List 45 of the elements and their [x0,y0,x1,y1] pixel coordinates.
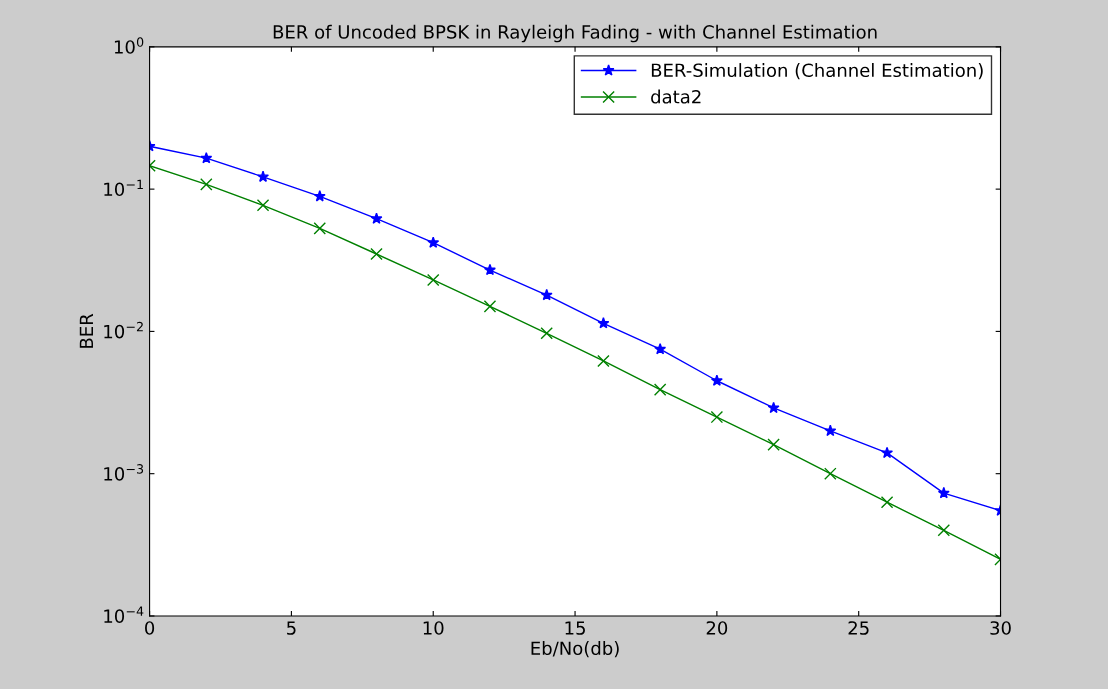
point [824,467,837,480]
point [824,424,837,437]
point [426,273,440,287]
x-tick-label: 15 [565,621,585,635]
x-tick-label: 5 [287,621,296,635]
y-tick-label: 10$^{−4}$ [104,606,144,623]
point [313,222,327,235]
chart-title: BER of Uncoded BPSK in Rayleigh Fading - with Channel Estimation [273,24,877,43]
point [597,317,610,329]
point [257,170,270,183]
point [653,383,667,396]
point [540,327,553,340]
y-tick-label: 10$^{0}$ [114,37,144,54]
point [597,354,610,368]
point [654,342,667,355]
x-tick-label: 10 [423,621,444,635]
legend-label: data2 [651,89,701,104]
point [540,288,553,301]
point [200,178,213,191]
point [767,438,780,451]
y-tick-label: 10$^{−2}$ [104,321,143,339]
point [880,495,894,509]
x-tick-label: 25 [848,621,869,635]
y-tick-label: 10$^{−3}$ [104,464,144,481]
y-axis-title: BER [79,313,93,348]
point [370,212,383,224]
legend-label: BER-Simulation (Channel Estimation) [651,63,983,80]
point [483,300,497,313]
point [710,374,723,386]
point [483,263,496,276]
point [370,247,383,261]
point [767,401,780,414]
point [937,524,951,537]
point [313,190,326,202]
point [937,486,950,499]
x-axis-title: Eb/No(db) [531,641,619,658]
point [710,410,724,424]
point [256,199,270,212]
x-tick-label: 0 [145,621,155,635]
point [200,151,213,164]
x-tick-label: 30 [990,621,1011,635]
x-tick-label: 20 [706,621,728,635]
y-tick-label: 10$^{−1}$ [104,179,143,197]
point [881,446,894,459]
point [427,236,440,248]
